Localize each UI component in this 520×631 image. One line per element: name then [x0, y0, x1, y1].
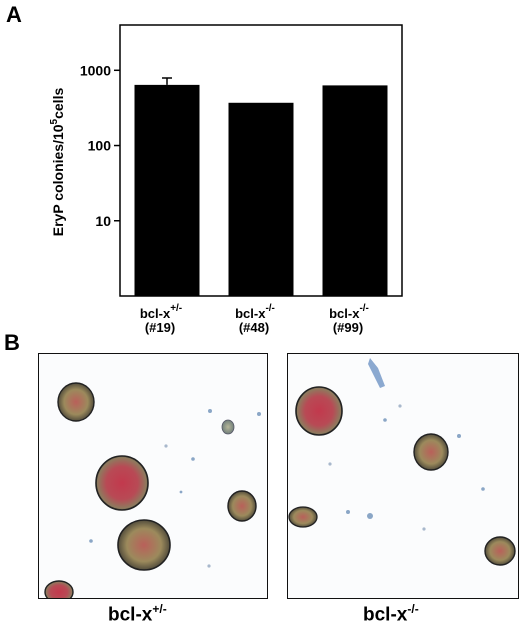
x-tick-clone-label: (#19): [145, 320, 175, 335]
x-tick-label: bcl-x+/-: [140, 303, 182, 321]
x-tick-label: bcl-x-/-: [235, 303, 275, 321]
colony: [295, 386, 343, 436]
bar: [228, 102, 294, 296]
cell: [346, 510, 350, 514]
genotype-label-heterozygous: bcl-x+/-: [108, 602, 167, 626]
y-tick-label: 100: [88, 138, 112, 154]
x-tick-label: bcl-x-/-: [329, 303, 369, 321]
cell: [457, 434, 461, 438]
panel-b-label: B: [4, 330, 20, 355]
micrograph-knockout: [287, 353, 519, 599]
x-tick-clone-label: (#48): [239, 320, 269, 335]
x-tick-clone-label: (#99): [333, 320, 363, 335]
colony: [44, 580, 74, 598]
y-axis-label-exponent: 5: [49, 118, 60, 124]
y-tick-label: 1000: [80, 62, 111, 78]
y-axis-label-main: EryP colonies/10: [50, 124, 66, 236]
bar: [322, 85, 388, 296]
colony: [117, 519, 171, 571]
cell: [164, 444, 168, 448]
cell: [179, 490, 183, 494]
colony-bar-chart: 10 100 1000 EryP colonies/105cells bcl-x+/…: [49, 24, 403, 335]
cell: [383, 418, 387, 422]
y-axis-label: EryP colonies/105cells: [49, 88, 66, 237]
colony: [413, 433, 449, 471]
cell: [208, 409, 212, 413]
cell: [207, 564, 211, 568]
cell: [191, 457, 195, 461]
colony: [227, 490, 257, 522]
y-tick-label: 10: [95, 213, 111, 229]
colony: [288, 506, 318, 528]
panel-a-label: A: [6, 2, 22, 27]
y-axis-label-tail: cells: [50, 88, 66, 119]
cell: [257, 412, 261, 416]
cell: [89, 539, 93, 543]
bar: [134, 84, 200, 297]
colony: [95, 455, 149, 511]
cell: [422, 527, 426, 531]
cell-cluster: [221, 419, 235, 435]
cell: [367, 513, 373, 519]
colony: [484, 536, 516, 566]
cell: [398, 404, 402, 408]
cell: [481, 487, 485, 491]
micrograph-heterozygous: [38, 353, 268, 599]
debris: [368, 358, 385, 388]
colony: [57, 382, 95, 422]
genotype-label-knockout: bcl-x-/-: [363, 602, 419, 626]
cell: [328, 462, 332, 466]
